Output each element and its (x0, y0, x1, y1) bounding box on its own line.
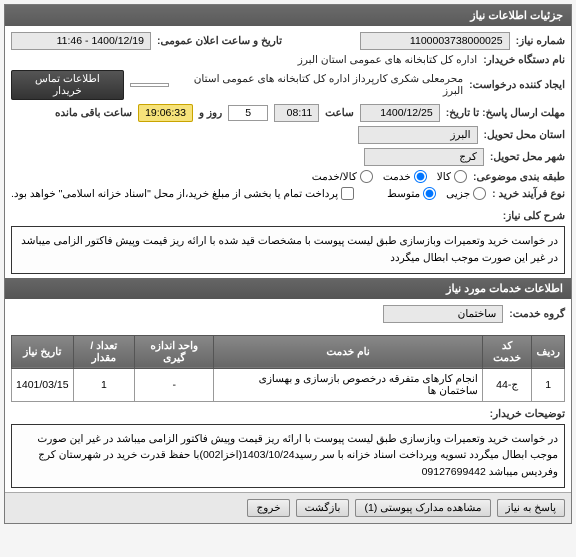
cell-service-name: انجام کارهای متفرقه درخصوص بازسازی و بهس… (214, 368, 483, 401)
need-number-value: 1100003738000025 (360, 32, 510, 50)
cell-service-code: ج-44 (482, 368, 532, 401)
radio-partial-label: جزیی (446, 188, 470, 200)
col-service-code: کد خدمت (482, 335, 532, 368)
col-qty: تعداد / مقدار (73, 335, 135, 368)
creator-extra-input[interactable] (130, 83, 170, 87)
description-box: در خواست خرید وتعمیرات وبازسازی طبق لیست… (11, 226, 565, 274)
category-label: طبقه بندی موضوعی: (473, 171, 565, 183)
service-group-label: گروه خدمت: (509, 308, 565, 320)
countdown-timer: 19:06:33 (138, 104, 193, 122)
back-button[interactable]: بازگشت (296, 499, 350, 517)
col-need-date: تاریخ نیاز (12, 335, 74, 368)
need-number-label: شماره نیاز: (516, 35, 565, 47)
col-service-name: نام خدمت (214, 335, 483, 368)
buy-process-label: نوع فرآیند خرید : (492, 188, 565, 200)
radio-goods-service-label: کالا/خدمت (312, 171, 357, 183)
cell-row-num: 1 (532, 368, 565, 401)
radio-goods-service-input[interactable] (360, 170, 373, 183)
city-label: شهر محل تحویل: (490, 151, 565, 163)
exit-button[interactable]: خروج (247, 499, 289, 517)
view-attachments-button[interactable]: مشاهده مدارک پیوستی (1) (355, 499, 490, 517)
respond-button[interactable]: پاسخ به نیاز (497, 499, 565, 517)
buyer-notes-box: در خواست خرید وتعمیرات وبازسازی طبق لیست… (11, 424, 565, 488)
service-group-value: ساختمان (383, 305, 503, 323)
payment-note-checkbox[interactable] (341, 187, 354, 200)
days-value: 5 (228, 105, 268, 121)
buy-process-radio-group: جزیی متوسط (387, 187, 486, 200)
announce-datetime-label: تاریخ و ساعت اعلان عمومی: (157, 35, 282, 47)
cell-unit: - (135, 368, 214, 401)
province-label: استان محل تحویل: (484, 129, 565, 141)
cell-qty: 1 (73, 368, 135, 401)
form-area: شماره نیاز: 1100003738000025 تاریخ و ساع… (5, 26, 571, 210)
buyer-notes-label: توضیحات خریدار: (490, 408, 565, 420)
days-label: روز و (199, 107, 222, 119)
radio-goods-input[interactable] (454, 170, 467, 183)
col-unit: واحد اندازه گیری (135, 335, 214, 368)
desc-label: شرح کلی نیاز: (503, 210, 565, 222)
payment-note-check: پرداخت تمام یا بخشی از مبلغ خرید،از محل … (11, 187, 354, 200)
radio-partial-input[interactable] (473, 187, 486, 200)
buyer-org-label: نام دستگاه خریدار: (483, 54, 565, 66)
radio-service-input[interactable] (414, 170, 427, 183)
payment-note-text: پرداخت تمام یا بخشی از مبلغ خرید،از محل … (11, 188, 338, 200)
table-header-row: ردیف کد خدمت نام خدمت واحد اندازه گیری ت… (12, 335, 565, 368)
deadline-label: مهلت ارسال پاسخ: تا تاریخ: (446, 107, 565, 119)
radio-goods-service[interactable]: کالا/خدمت (312, 170, 373, 183)
announce-datetime-value: 1400/12/19 - 11:46 (11, 32, 151, 50)
radio-partial[interactable]: جزیی (446, 187, 486, 200)
footer-toolbar: پاسخ به نیاز مشاهده مدارک پیوستی (1) باز… (5, 492, 571, 523)
creator-value: محرمعلی شکری کارپرداز اداره کل کتابخانه … (175, 73, 463, 97)
radio-service[interactable]: خدمت (383, 170, 427, 183)
radio-medium[interactable]: متوسط (387, 187, 436, 200)
creator-label: ایجاد کننده درخواست: (469, 79, 565, 91)
radio-goods-label: کالا (437, 171, 451, 183)
cell-need-date: 1401/03/15 (12, 368, 74, 401)
buyer-org-value: اداره کل کتابخانه های عمومی استان البرز (298, 54, 477, 66)
time-label-1: ساعت (325, 107, 354, 119)
remaining-label: ساعت باقی مانده (55, 107, 132, 119)
need-info-panel: جزئیات اطلاعات نیاز شماره نیاز: 11000037… (4, 4, 572, 524)
panel-title: جزئیات اطلاعات نیاز (5, 5, 571, 26)
col-row-num: ردیف (532, 335, 565, 368)
contact-buyer-button[interactable]: اطلاعات تماس خریدار (11, 70, 124, 100)
radio-medium-label: متوسط (387, 188, 420, 200)
services-section-header: اطلاعات خدمات مورد نیاز (5, 278, 571, 299)
city-value: کرج (364, 148, 484, 166)
deadline-date-value: 1400/12/25 (360, 104, 440, 122)
radio-goods[interactable]: کالا (437, 170, 467, 183)
category-radio-group: کالا خدمت کالا/خدمت (312, 170, 467, 183)
province-value: البرز (358, 126, 478, 144)
services-table: ردیف کد خدمت نام خدمت واحد اندازه گیری ت… (11, 335, 565, 402)
radio-service-label: خدمت (383, 171, 411, 183)
radio-medium-input[interactable] (423, 187, 436, 200)
deadline-time-value: 08:11 (274, 104, 319, 122)
table-row[interactable]: 1 ج-44 انجام کارهای متفرقه درخصوص بازساز… (12, 368, 565, 401)
